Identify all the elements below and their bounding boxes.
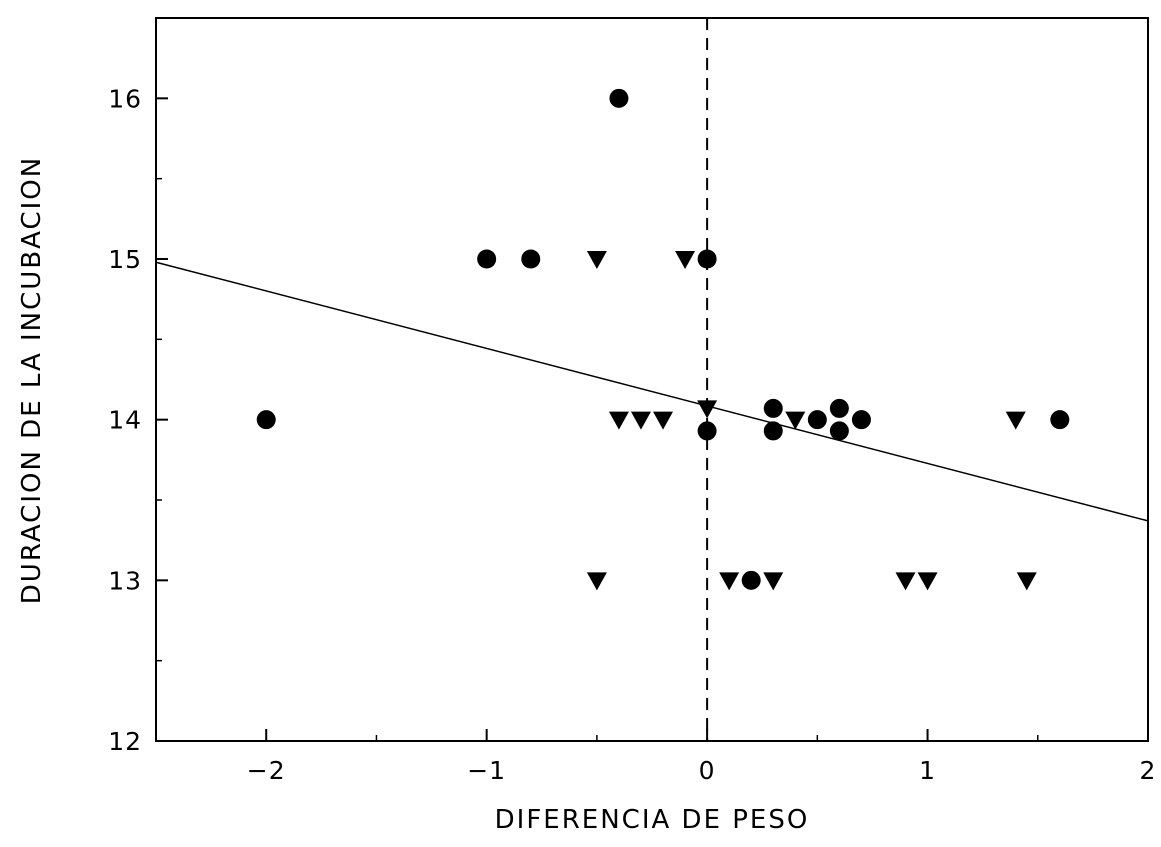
data-point-triangle <box>586 251 607 269</box>
regression-line-layer <box>155 261 1149 522</box>
data-point-triangle <box>719 572 740 591</box>
x-axis-ticks: −2 −1 0 1 2 <box>155 729 1157 785</box>
x-tick-label: 1 <box>919 756 936 785</box>
data-point-circle <box>741 570 761 590</box>
data-points-layer <box>256 88 1070 591</box>
data-point-triangle <box>630 411 651 430</box>
data-point-circle <box>829 398 849 418</box>
data-point-circle <box>829 421 849 441</box>
data-point-triangle <box>697 400 718 419</box>
data-point-circle <box>256 410 276 430</box>
data-point-triangle <box>608 411 629 430</box>
data-point-circle <box>697 421 717 441</box>
regression-line <box>155 261 1149 522</box>
y-tick-label: 16 <box>108 84 142 113</box>
x-axis-label: DIFERENCIA DE PESO <box>495 805 810 835</box>
data-point-circle <box>763 421 783 441</box>
data-point-circle <box>851 410 871 430</box>
y-tick-label: 13 <box>108 566 142 595</box>
data-point-triangle <box>1016 572 1037 591</box>
y-axis-label: DURACION DE LA INCUBACION <box>17 156 47 604</box>
plot-frame <box>155 17 1149 742</box>
x-tick-label: 2 <box>1140 756 1157 785</box>
data-point-triangle <box>917 572 938 591</box>
data-point-circle <box>521 249 541 269</box>
y-tick-label: 12 <box>108 727 142 756</box>
y-tick-label: 14 <box>108 406 142 435</box>
data-point-circle <box>1050 410 1070 430</box>
data-point-circle <box>609 88 629 108</box>
data-point-circle <box>763 398 783 418</box>
data-point-triangle <box>785 411 806 430</box>
data-point-triangle <box>895 572 916 591</box>
data-point-circle <box>697 249 717 269</box>
data-point-triangle <box>586 572 607 591</box>
data-point-triangle <box>763 572 784 591</box>
data-point-triangle <box>675 251 696 269</box>
y-tick-label: 15 <box>108 245 142 274</box>
data-point-triangle <box>1005 411 1026 430</box>
data-point-circle <box>807 410 827 430</box>
data-point-triangle <box>653 411 674 430</box>
data-point-circle <box>477 249 497 269</box>
x-tick-label: −1 <box>467 756 506 785</box>
y-axis-ticks: 12 13 14 15 16 <box>108 17 168 756</box>
x-tick-label: −2 <box>247 756 286 785</box>
x-tick-label: 0 <box>699 756 716 785</box>
